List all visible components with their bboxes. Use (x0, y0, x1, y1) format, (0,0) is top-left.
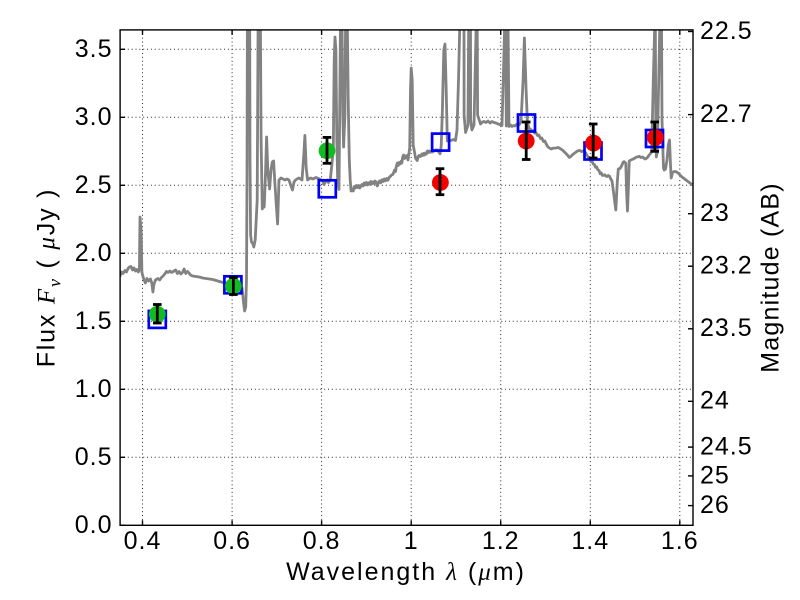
svg-text:22.5: 22.5 (700, 17, 753, 45)
svg-text:26: 26 (700, 491, 730, 519)
svg-text:0.0: 0.0 (75, 511, 113, 539)
svg-text:1.5: 1.5 (75, 307, 113, 335)
svg-text:1.2: 1.2 (482, 527, 520, 555)
svg-text:24: 24 (700, 387, 730, 415)
svg-text:23.5: 23.5 (700, 314, 753, 342)
svg-text:23.2: 23.2 (700, 252, 753, 280)
svg-text:23: 23 (700, 199, 730, 227)
svg-text:22.7: 22.7 (700, 100, 753, 128)
svg-text:0.8: 0.8 (303, 527, 341, 555)
svg-text:1: 1 (404, 527, 419, 555)
svg-text:3.0: 3.0 (75, 103, 113, 131)
svg-text:2.0: 2.0 (75, 239, 113, 267)
svg-text:0.4: 0.4 (124, 527, 162, 555)
svg-text:24.5: 24.5 (700, 433, 753, 461)
svg-text:Magnitude (AB): Magnitude (AB) (757, 182, 785, 373)
svg-text:0.5: 0.5 (75, 443, 113, 471)
svg-text:Wavelength λ (μm): Wavelength λ (μm) (286, 558, 526, 586)
svg-text:25: 25 (700, 461, 730, 489)
svg-text:3.5: 3.5 (75, 35, 113, 63)
svg-text:1.6: 1.6 (661, 527, 699, 555)
svg-text:0.6: 0.6 (213, 527, 251, 555)
svg-text:2.5: 2.5 (75, 171, 113, 199)
svg-text:1.0: 1.0 (75, 375, 113, 403)
svg-text:1.4: 1.4 (571, 527, 609, 555)
svg-text:Flux Fν ( μJy ): Flux Fν ( μJy ) (33, 188, 65, 368)
